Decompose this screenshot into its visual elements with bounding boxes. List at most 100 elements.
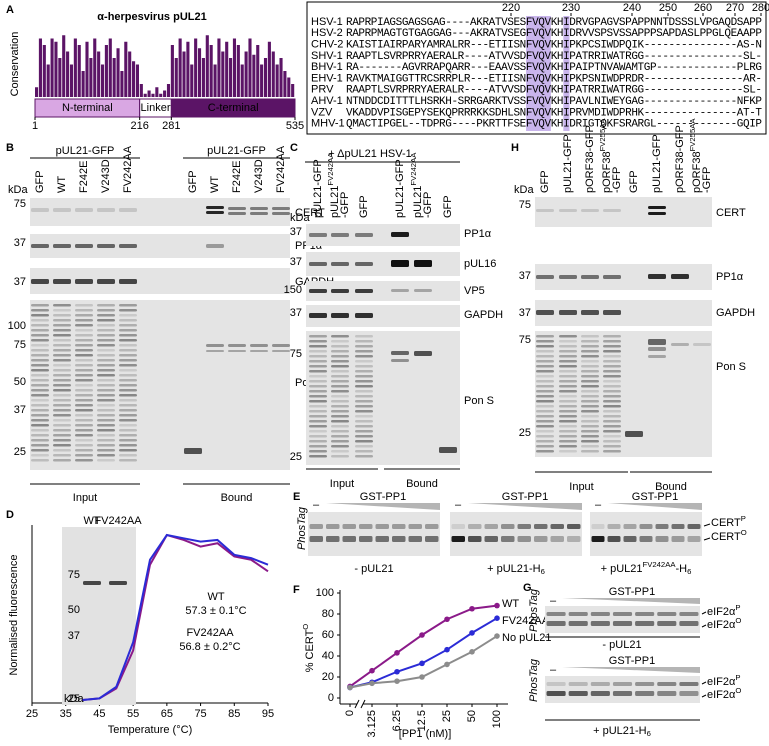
- band: [671, 274, 689, 279]
- enzyme-label: GST-PP1: [609, 655, 655, 667]
- conservation-bar: [271, 51, 275, 97]
- blot: [30, 198, 290, 226]
- lane-label: WT: [209, 176, 221, 193]
- marker-label: 100: [8, 320, 26, 332]
- band: [228, 344, 246, 347]
- band: [559, 360, 577, 363]
- text-segment: 6: [687, 567, 691, 576]
- band: [97, 344, 115, 347]
- conservation-bar: [252, 54, 256, 97]
- band: [97, 329, 115, 332]
- band: [536, 410, 554, 413]
- conservation-bar: [178, 38, 182, 97]
- band: [331, 313, 349, 318]
- sequence: NTNDDCDITTTLHSRKH-SRRGARKTVSSFVQVKHIPAVL…: [346, 96, 762, 108]
- lane-label: GFP: [187, 170, 199, 193]
- band: [581, 410, 599, 413]
- band: [97, 414, 115, 417]
- band: [309, 410, 327, 413]
- band: [97, 349, 115, 352]
- band: [331, 360, 349, 363]
- band: [425, 536, 439, 542]
- conservation-bar: [267, 41, 271, 97]
- condition-label: - pUL21: [354, 563, 393, 575]
- band: [119, 364, 137, 367]
- data-point: [494, 633, 500, 639]
- band: [581, 365, 599, 368]
- conservation-bar: [279, 58, 283, 97]
- chart-title: α-herpesvirus pUL21: [97, 11, 206, 23]
- lane-label: pUL21FV242AA: [409, 152, 424, 218]
- band: [75, 429, 93, 432]
- minus-label: –: [455, 499, 462, 511]
- band: [119, 384, 137, 387]
- band: [53, 304, 71, 307]
- text-segment: -H: [675, 563, 687, 575]
- gradient-wedge: [468, 503, 582, 510]
- band: [53, 354, 71, 357]
- lane-label: pUL21FV242AA: [326, 152, 341, 218]
- minus-label: –: [313, 499, 320, 511]
- text-segment: pORF38: [601, 151, 613, 193]
- band: [75, 419, 93, 422]
- y-tick-label: 40: [322, 650, 334, 662]
- band: [391, 289, 409, 292]
- text-segment: pORF38: [691, 151, 703, 193]
- conservation-bar: [35, 87, 39, 97]
- band: [228, 212, 246, 215]
- residue-tick-label: 281: [162, 120, 180, 132]
- band-label: CERTO: [711, 528, 747, 543]
- band: [331, 440, 349, 443]
- band: [355, 370, 373, 373]
- species-name: MHV-1: [311, 118, 345, 130]
- lane-label: pUL21-GFP: [651, 134, 663, 193]
- band: [119, 304, 137, 307]
- band: [603, 415, 621, 418]
- band: [612, 621, 633, 626]
- band: [359, 536, 373, 542]
- band: [97, 399, 115, 402]
- band: [309, 375, 327, 378]
- band: [53, 404, 71, 407]
- band: [119, 359, 137, 362]
- band: [391, 232, 409, 237]
- band: [536, 435, 554, 438]
- band: [567, 536, 581, 542]
- conservation-bar: [151, 93, 155, 97]
- legend-label: No pUL21: [502, 632, 552, 644]
- text-segment: eIF2α: [707, 676, 736, 688]
- band: [536, 275, 554, 279]
- band: [536, 415, 554, 418]
- band: [53, 279, 71, 284]
- band: [119, 339, 137, 342]
- band: [75, 384, 93, 387]
- band: [272, 344, 290, 347]
- band: [439, 447, 457, 453]
- band: [326, 524, 340, 529]
- lane-label: V243D: [253, 159, 265, 193]
- band: [53, 389, 71, 392]
- band: [331, 435, 349, 438]
- band: [355, 262, 373, 266]
- band: [97, 309, 115, 312]
- panel-label: G: [523, 582, 532, 594]
- lane-label: pUL21-GFP: [312, 159, 324, 218]
- conservation-bar: [163, 90, 167, 97]
- band: [603, 390, 621, 393]
- band: [639, 536, 653, 542]
- band: [657, 691, 677, 696]
- data-point: [369, 680, 375, 687]
- band: [536, 395, 554, 398]
- band: [31, 319, 49, 322]
- band: [648, 339, 666, 345]
- y-axis-label: % CERTO: [301, 624, 316, 673]
- band: [559, 445, 577, 448]
- band: [331, 445, 349, 448]
- band: [414, 260, 432, 267]
- band: [581, 209, 599, 212]
- band: [414, 289, 432, 292]
- band: [603, 340, 621, 343]
- band: [603, 385, 621, 388]
- band: [536, 400, 554, 403]
- band: [536, 365, 554, 368]
